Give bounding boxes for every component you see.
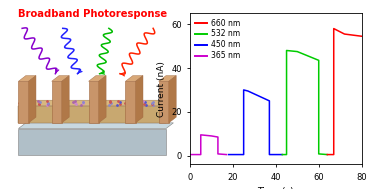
Legend: 660 nm, 532 nm, 450 nm, 365 nm: 660 nm, 532 nm, 450 nm, 365 nm [194,17,241,62]
X-axis label: Time (s): Time (s) [258,187,294,189]
Polygon shape [89,81,99,123]
Polygon shape [18,76,36,81]
Polygon shape [99,76,106,123]
Polygon shape [18,123,173,129]
Polygon shape [18,100,173,106]
Polygon shape [52,81,62,123]
Y-axis label: Current (nA): Current (nA) [156,61,166,117]
Polygon shape [159,81,169,123]
Polygon shape [62,76,69,123]
Polygon shape [125,81,136,123]
Polygon shape [18,129,166,155]
Polygon shape [169,76,176,123]
Polygon shape [18,106,166,123]
Polygon shape [18,81,29,123]
Polygon shape [52,76,69,81]
Polygon shape [159,76,176,81]
Polygon shape [125,76,143,81]
Polygon shape [136,76,143,123]
Polygon shape [89,76,106,81]
Polygon shape [29,76,36,123]
Text: Broadband Photoresponse: Broadband Photoresponse [18,9,167,19]
